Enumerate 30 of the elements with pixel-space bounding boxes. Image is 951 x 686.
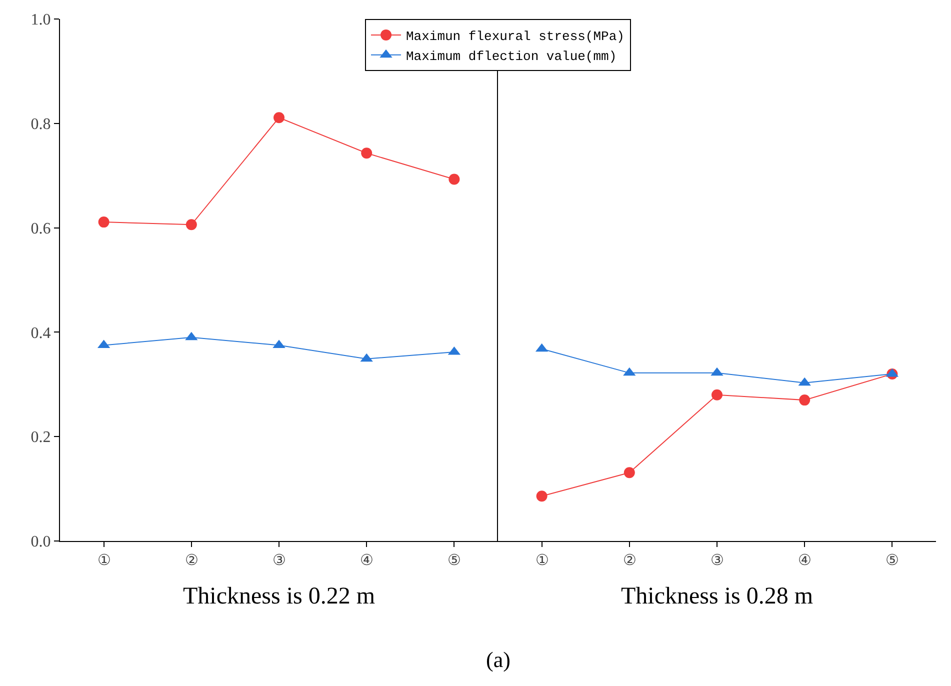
- y-tick-label: 0.0: [30, 534, 51, 551]
- point: [536, 490, 548, 502]
- x-tick-label: ④: [798, 553, 812, 569]
- legend-label: Maximun flexural stress(MPa): [406, 29, 624, 44]
- x-tick-label: ②: [184, 553, 198, 569]
- y-tick-label: 0.2: [30, 429, 51, 446]
- point: [186, 219, 197, 230]
- point: [624, 467, 635, 478]
- x-tick-label: ③: [272, 553, 286, 569]
- x-tick-label: ⑤: [886, 553, 899, 569]
- y-tick-label: 1.0: [30, 12, 51, 29]
- point: [799, 394, 810, 406]
- point: [274, 112, 284, 124]
- point: [361, 148, 372, 159]
- y-tick-label: 0.4: [30, 324, 51, 342]
- point: [712, 389, 722, 400]
- text: (a): [486, 647, 510, 672]
- y-tick-label: 0.6: [30, 220, 51, 238]
- point: [98, 216, 110, 228]
- x-tick-label: ⑤: [448, 553, 461, 569]
- y-tick-label: 0.8: [30, 116, 51, 133]
- x-tick-label: ①: [535, 553, 548, 569]
- x-tick-label: ③: [710, 553, 724, 569]
- legend-label: Maximum dflection value(mm): [406, 48, 617, 64]
- x-axis-title: Thickness is 0.22 m: [183, 583, 376, 610]
- x-tick-label: ④: [360, 553, 374, 569]
- point: [448, 174, 460, 185]
- x-axis-title: Thickness is 0.28 m: [621, 583, 814, 610]
- x-tick-label: ②: [622, 553, 636, 569]
- x-tick-label: ①: [97, 553, 110, 569]
